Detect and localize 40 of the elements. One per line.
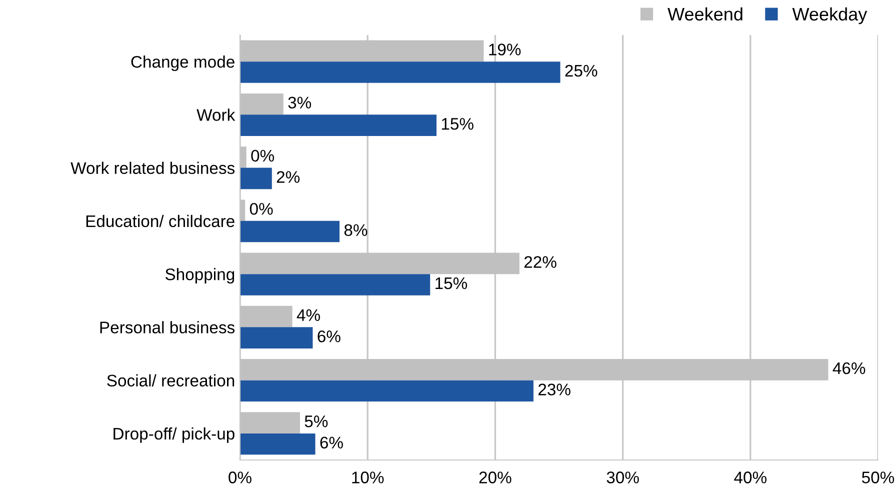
data-label: 15% (436, 277, 468, 290)
y-tick-label: Change mode (131, 56, 234, 72)
bar (240, 114, 437, 136)
x-tick-label: 10% (352, 472, 384, 484)
data-label: 8% (344, 224, 368, 236)
bar (240, 380, 534, 402)
data-label: 25% (565, 64, 598, 77)
data-label: 2% (276, 171, 300, 183)
data-label: 3% (288, 96, 312, 109)
y-tick-label: Education/ childcare (86, 214, 234, 228)
y-tick-label: Work (196, 108, 236, 121)
data-label: 4% (296, 309, 320, 321)
y-tick-label: Shopping (165, 268, 234, 284)
legend-label: Weekday (792, 7, 868, 24)
bar (240, 274, 430, 296)
data-label: 5% (304, 416, 328, 428)
bar (240, 220, 340, 242)
data-label: 0% (250, 202, 273, 215)
y-tick-label: Social/ recreation (107, 374, 234, 387)
x-tick-label: 50% (862, 472, 894, 484)
data-label: 6% (320, 436, 343, 449)
bar (240, 433, 316, 455)
data-label: 19% (489, 44, 521, 56)
x-tick-label: 0% (228, 472, 252, 484)
data-label: 22% (524, 256, 556, 268)
data-label: 23% (538, 384, 570, 396)
data-label: 15% (442, 118, 474, 130)
legend-label: Weekend (668, 7, 742, 21)
bar (240, 327, 313, 348)
y-tick-label: Personal business (100, 321, 235, 334)
x-tick-label: 20% (479, 472, 512, 484)
y-tick-label: Drop-off/ pick-up (114, 427, 234, 443)
y-tick-label: Work related business (70, 162, 235, 174)
x-tick-label: 40% (734, 472, 766, 484)
data-label: 6% (318, 330, 340, 342)
bar (240, 62, 560, 83)
x-tick-label: 30% (606, 472, 639, 484)
data-label: 0% (251, 150, 274, 162)
bar (240, 168, 272, 190)
data-label: 46% (832, 362, 866, 374)
